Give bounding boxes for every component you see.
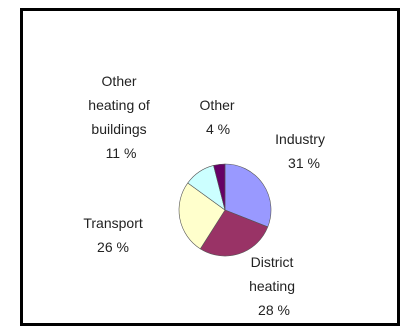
pie-chart: Industry 31 % District heating 28 % Tran… [83,73,329,318]
slice-label-other-heating: Other heating of buildings 11 % [88,73,153,161]
pie-slice-district-heating [199,209,269,257]
slice-label-industry: Industry 31 % [275,131,329,171]
slice-value-other: 4 % [206,121,230,137]
slice-label-transport: Transport 26 % [83,215,146,255]
pie-slice-industry [224,163,272,228]
slice-label-district-heating: District heating 28 % [249,254,299,318]
slice-label-other: Other 4 % [200,97,239,137]
slice-label-district-heating-line-1: District [251,254,294,270]
pie-slice-other [213,163,226,211]
slice-label-industry-line-1: Industry [275,131,325,147]
slice-label-other-heating-line-2: heating of [88,97,150,113]
slice-label-transport-line-1: Transport [83,215,143,231]
slice-value-district-heating: 28 % [258,302,290,318]
slice-value-other-heating: 11 % [106,145,137,161]
slice-label-other-heating-line-1: Other [102,73,137,89]
slice-label-other-heating-line-3: buildings [91,121,146,137]
slice-value-transport: 26 % [97,239,129,255]
slice-label-district-heating-line-2: heating [249,278,295,294]
slice-label-other-line-1: Other [200,97,235,113]
pie-slice-transport [178,182,226,250]
slice-value-industry: 31 % [288,155,320,171]
chart-frame: Industry 31 % District heating 28 % Tran… [20,8,400,326]
